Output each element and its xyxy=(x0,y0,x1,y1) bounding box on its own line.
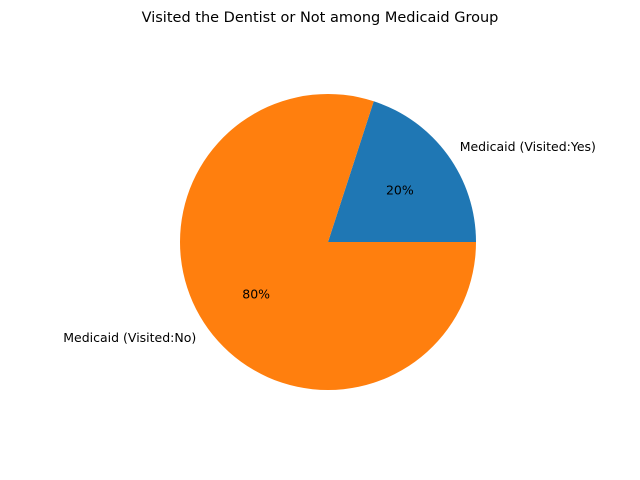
pie-slice-1 xyxy=(328,101,476,242)
pie-labels: Medicaid (Visited:Yes) 20% Medicaid (Visit… xyxy=(63,139,596,345)
percent-label-2: 80% xyxy=(242,287,270,302)
pie-slice-2 xyxy=(179,94,476,390)
slice-label-2: Medicaid (Visited:No) xyxy=(63,330,196,345)
pie-slices xyxy=(179,94,476,390)
percent-label-1: 20% xyxy=(386,182,414,197)
slice-label-1: Medicaid (Visited:Yes) xyxy=(460,139,596,154)
chart-title: Visited the Dentist or Not among Medicai… xyxy=(142,10,499,26)
